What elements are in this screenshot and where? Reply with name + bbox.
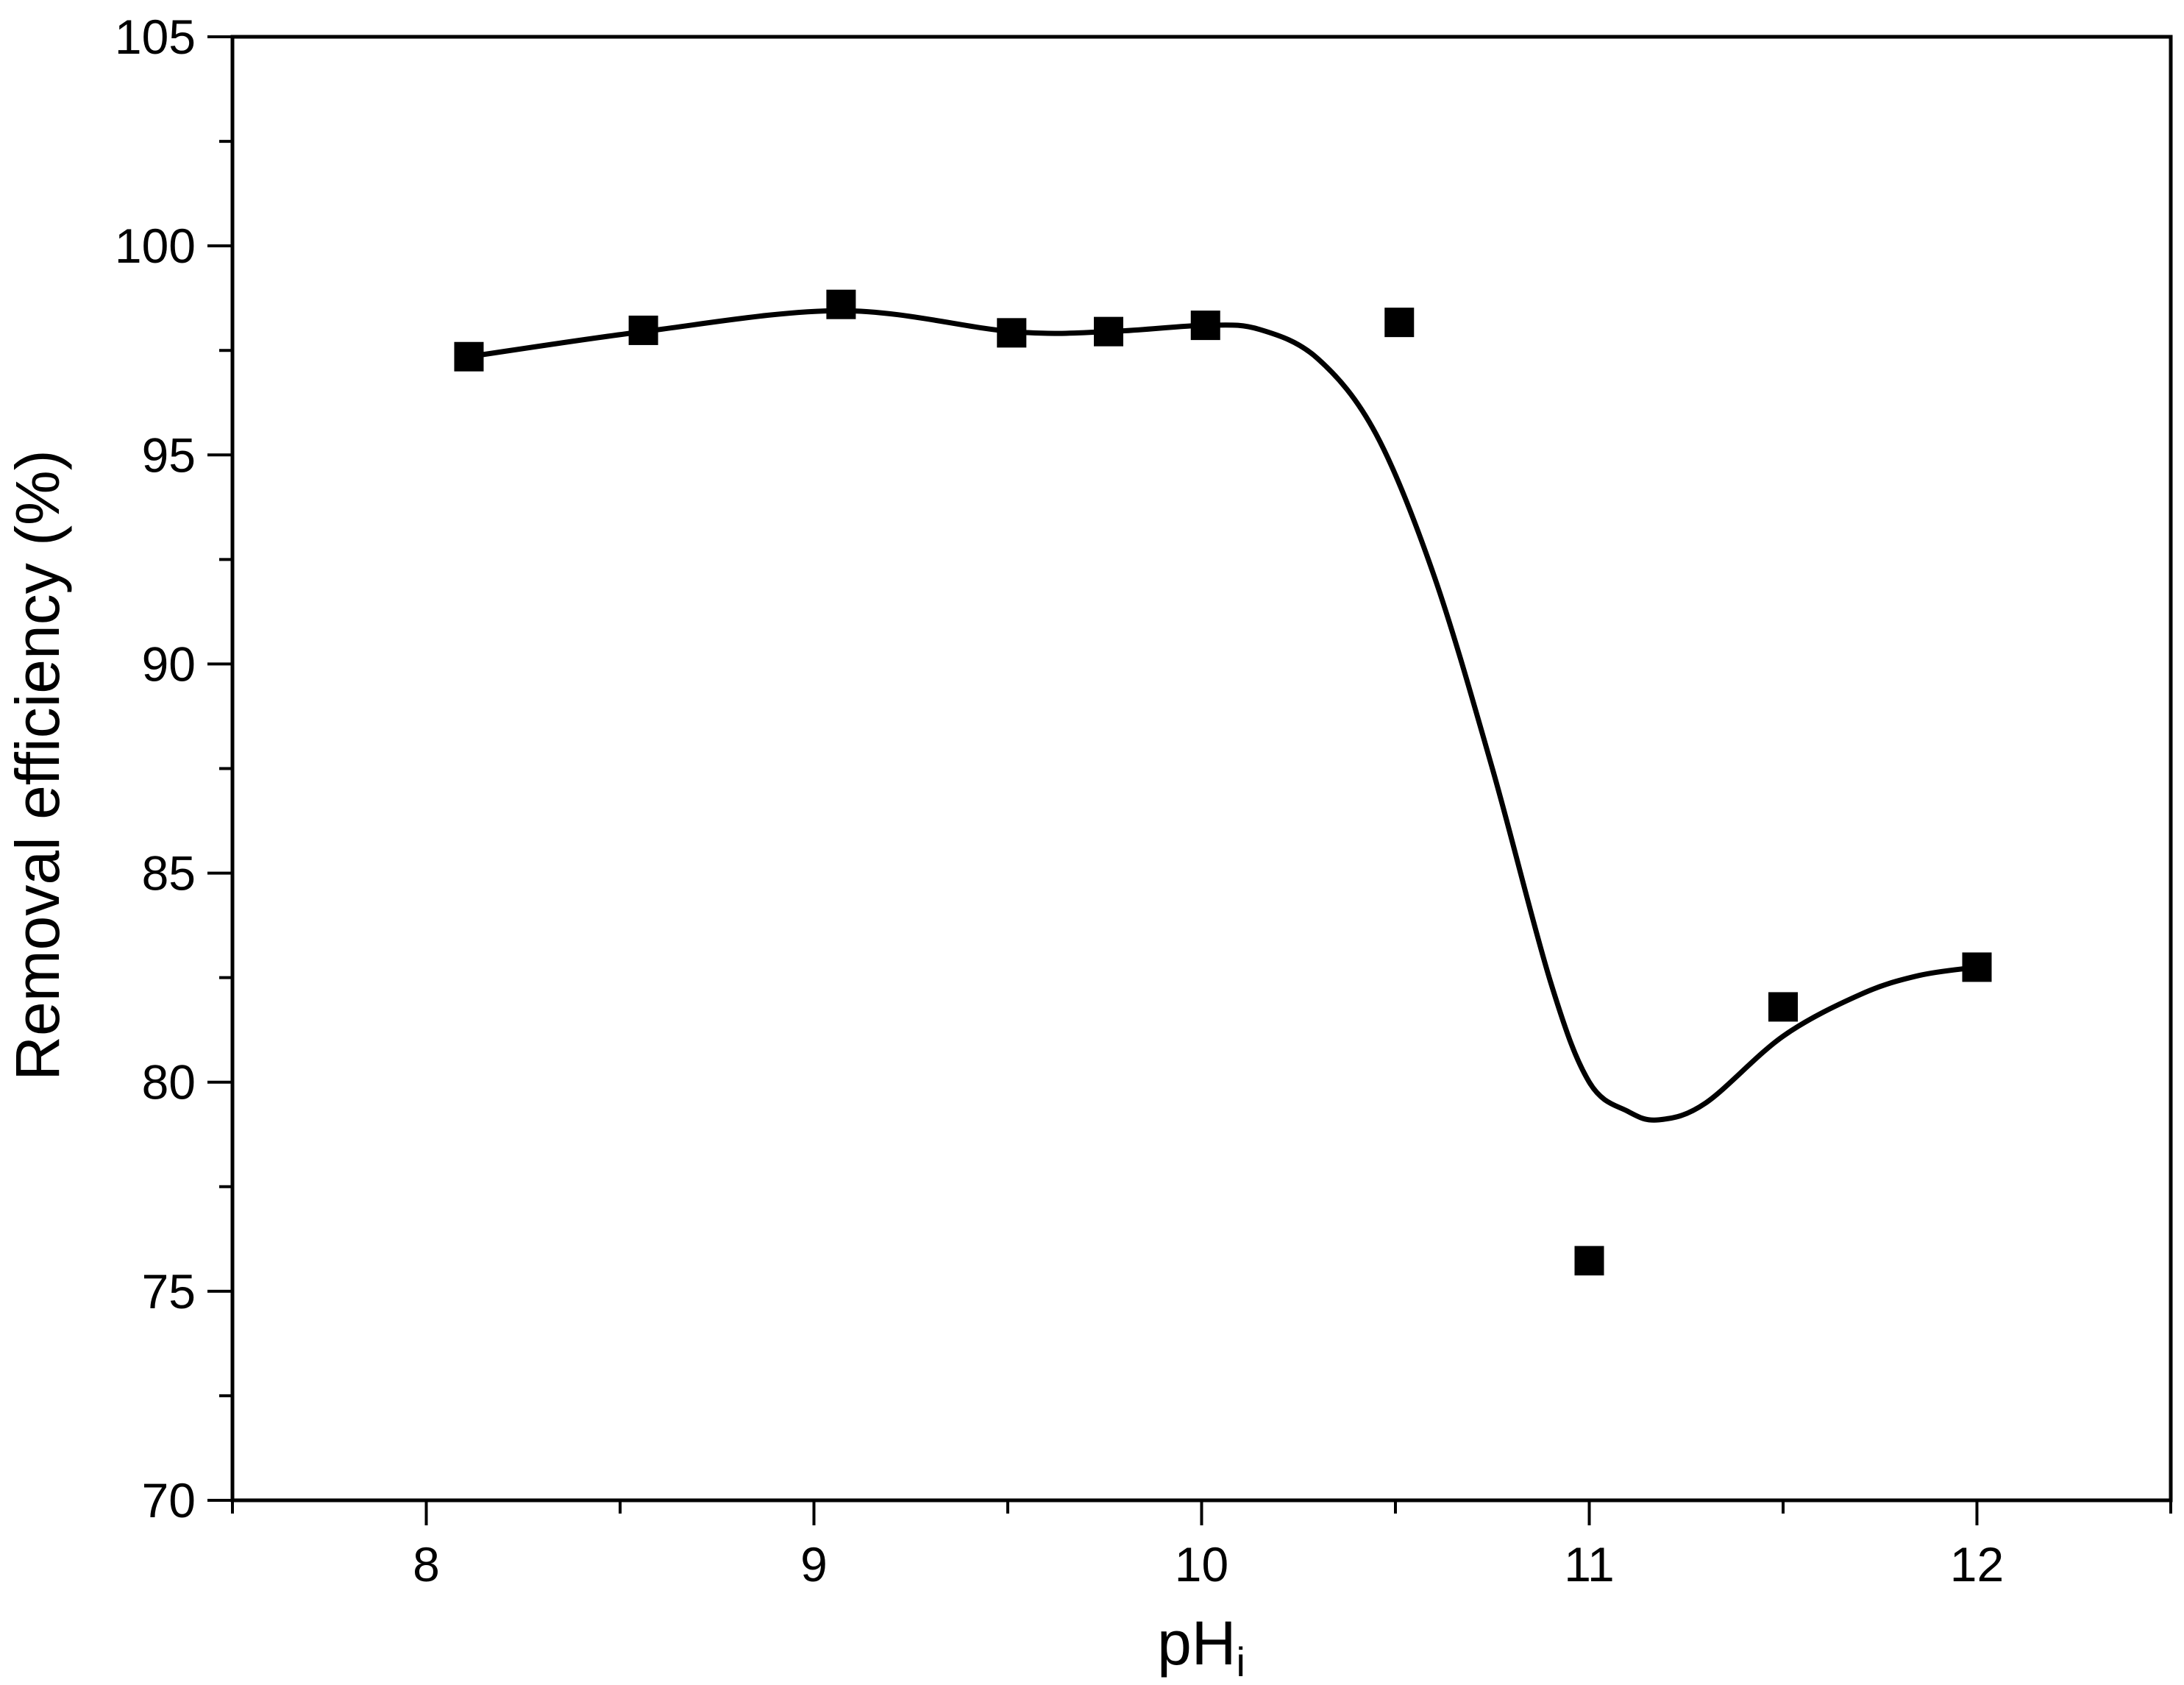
data-point <box>997 318 1027 348</box>
y-tick-label: 95 <box>142 428 196 482</box>
plot-frame <box>230 35 2173 1503</box>
ticks <box>207 35 2172 1525</box>
x-tick-label: 9 <box>800 1537 828 1592</box>
y-tick-label: 100 <box>115 219 196 273</box>
y-tick-label: 105 <box>115 10 196 64</box>
tick-labels: 8 9 10 11 12 70 75 80 85 90 95 100 105 <box>115 10 2004 1592</box>
axes <box>230 35 2173 1503</box>
y-tick-label: 70 <box>142 1473 196 1528</box>
y-tick-label: 80 <box>142 1055 196 1110</box>
x-tick-label: 8 <box>413 1537 440 1592</box>
data-point <box>826 289 856 319</box>
x-tick-label: 11 <box>1564 1537 1615 1592</box>
data-point <box>1094 316 1124 347</box>
data-point <box>628 315 658 345</box>
data-point <box>1384 308 1415 338</box>
fit-curve <box>469 308 1977 1123</box>
data-point <box>454 341 484 372</box>
data-point <box>1768 992 1798 1022</box>
data-point <box>1962 952 1992 982</box>
x-tick-label: 12 <box>1950 1537 2004 1592</box>
x-axis-title: pHi <box>1157 1608 1245 1685</box>
data-markers <box>454 289 1992 1276</box>
y-tick-label: 75 <box>142 1264 196 1319</box>
data-point <box>1190 311 1220 341</box>
y-tick-label: 90 <box>142 636 196 691</box>
y-axis-title: Removal efficiency (%) <box>3 450 72 1080</box>
data-point <box>1574 1246 1604 1276</box>
y-tick-label: 85 <box>142 846 196 901</box>
x-tick-label: 10 <box>1175 1537 1228 1592</box>
